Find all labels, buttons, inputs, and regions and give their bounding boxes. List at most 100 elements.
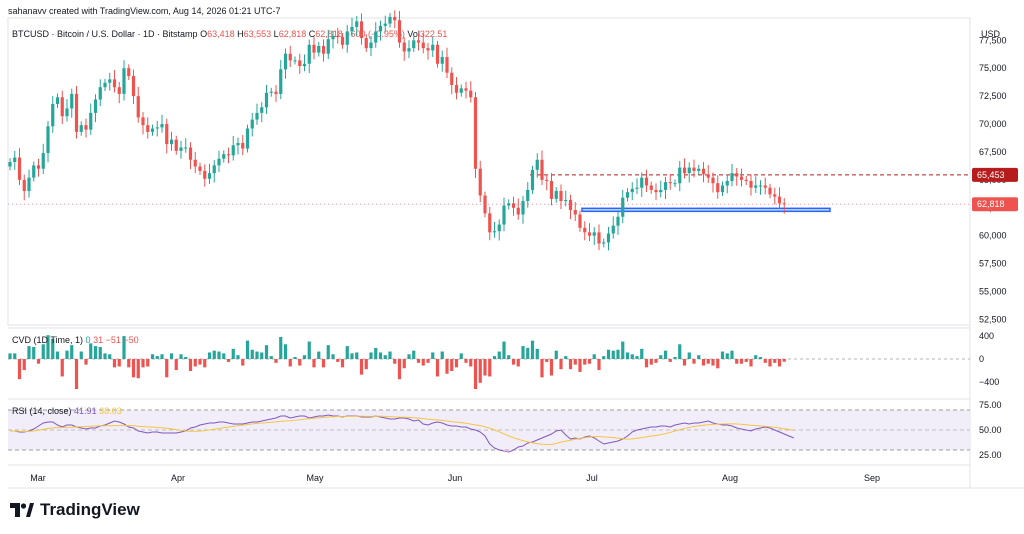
- cvd-bar: [635, 356, 639, 359]
- cvd-name[interactable]: CVD (1D Time, 1): [12, 335, 84, 345]
- cvd-bar: [383, 355, 387, 359]
- candle-body: [625, 192, 630, 198]
- candle-body: [174, 139, 178, 151]
- price-tick-label: 75,000: [979, 63, 1007, 73]
- cvd-bar: [326, 345, 330, 359]
- rsi-name[interactable]: RSI (14, close): [12, 406, 72, 416]
- candle-body: [564, 199, 568, 202]
- candle-body: [150, 128, 155, 132]
- cvd-bar: [545, 359, 549, 362]
- cvd-bar: [630, 354, 634, 359]
- candle-body: [364, 38, 368, 49]
- time-tick-label: Jun: [448, 473, 463, 483]
- cvd-bar: [146, 359, 150, 367]
- candle-body: [397, 20, 402, 43]
- candle-body: [336, 35, 340, 37]
- cvd-bar: [754, 355, 758, 359]
- candle-body: [431, 44, 435, 51]
- candle-body: [13, 157, 17, 163]
- candle-body: [70, 93, 74, 109]
- candle-body: [673, 183, 677, 185]
- candle-body: [606, 233, 611, 243]
- candles-group: [8, 10, 786, 251]
- currency-label[interactable]: USD: [981, 29, 1001, 39]
- cvd-bar: [60, 359, 64, 377]
- cvd-bar: [464, 359, 468, 363]
- candle-body: [321, 45, 326, 54]
- cvd-bar: [663, 350, 668, 359]
- cvd-bar: [89, 343, 93, 359]
- candle-body: [497, 224, 501, 232]
- candle-body: [516, 207, 520, 215]
- cvd-bar: [440, 351, 444, 359]
- cvd-bar: [559, 359, 563, 370]
- cvd-bar: [730, 350, 734, 359]
- volume-value: 322.51: [419, 29, 448, 39]
- time-tick-label: Aug: [722, 473, 738, 483]
- candle-body: [198, 166, 202, 171]
- candle-body: [573, 210, 577, 215]
- candle-body: [659, 189, 663, 193]
- candle-body: [511, 203, 516, 208]
- candle-body: [668, 182, 672, 184]
- cvd-bar: [516, 359, 520, 367]
- candle-body: [288, 53, 292, 61]
- cvd-bar: [283, 344, 288, 359]
- cvd-bar: [711, 359, 715, 366]
- tradingview-logo[interactable]: TradingView: [10, 500, 140, 520]
- candle-body: [635, 187, 639, 189]
- cvd-bar: [17, 359, 22, 380]
- candle-body: [535, 159, 539, 170]
- candle-body: [782, 203, 786, 205]
- cvd-bar: [397, 359, 402, 380]
- candle-body: [530, 169, 535, 190]
- candle-body: [51, 103, 55, 127]
- candle-body: [17, 157, 22, 180]
- candle-body: [426, 48, 430, 51]
- cvd-bar: [84, 359, 88, 365]
- cvd-bar: [260, 352, 264, 359]
- candle-body: [136, 96, 140, 118]
- cvd-bar: [488, 359, 492, 377]
- support-zone-box: [581, 207, 831, 213]
- cvd-bar: [782, 359, 786, 362]
- cvd-bar: [117, 359, 121, 367]
- candle-body: [777, 196, 782, 204]
- price-tick-label: 60,000: [979, 231, 1007, 241]
- candle-body: [331, 35, 335, 40]
- cvd-bar: [763, 359, 767, 363]
- candle-body: [79, 125, 83, 132]
- time-tick-label: Mar: [30, 473, 46, 483]
- cvd-bar: [773, 359, 777, 363]
- candle-body: [179, 147, 183, 151]
- cvd-bar: [103, 353, 107, 359]
- candle-body: [369, 42, 373, 49]
- cvd-bar: [336, 359, 340, 362]
- candle-body: [725, 180, 729, 186]
- candle-body: [421, 42, 425, 49]
- cvd-bar: [298, 359, 302, 366]
- cvd-bar: [701, 359, 706, 366]
- cvd-bar: [459, 353, 463, 359]
- candle-body: [293, 60, 297, 62]
- cvd-bar: [374, 347, 378, 359]
- candle-body: [340, 36, 345, 45]
- candle-body: [245, 128, 250, 149]
- candle-body: [587, 232, 592, 236]
- cvd-bar: [587, 359, 592, 364]
- rsi-legend[interactable]: RSI (14, close) 41.91 38.03: [12, 406, 122, 416]
- candle-body: [312, 44, 316, 53]
- candle-body: [131, 76, 136, 97]
- symbol-name[interactable]: BTCUSD · Bitcoin / U.S. Dollar · 1D · Bi…: [12, 29, 198, 39]
- cvd-bar: [473, 359, 478, 389]
- candle-body: [473, 97, 478, 169]
- time-tick-label: May: [306, 473, 324, 483]
- cvd-bar: [255, 351, 259, 359]
- cvd-bar: [27, 346, 31, 359]
- cvd-bar: [350, 353, 354, 359]
- rsi-value: 41.91: [74, 406, 97, 416]
- cvd-bar: [74, 359, 79, 389]
- cvd-legend[interactable]: CVD (1D Time, 1) 0 31 −51 −50: [12, 335, 139, 345]
- cvd-bar: [530, 340, 535, 359]
